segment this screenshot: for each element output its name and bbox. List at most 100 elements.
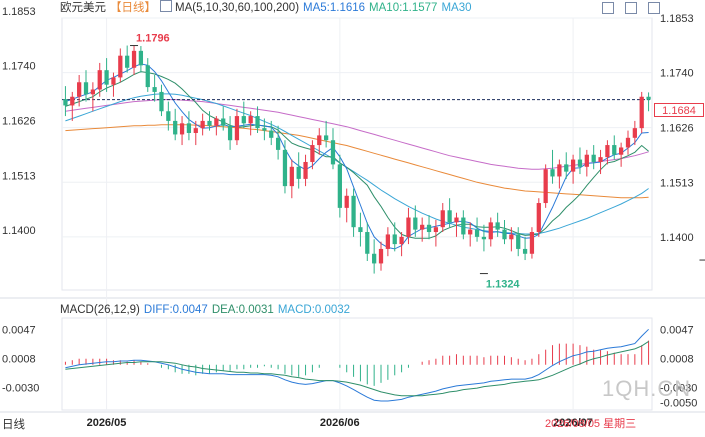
candle-body bbox=[131, 50, 137, 68]
y-tick-right: 1.1853 bbox=[660, 13, 694, 25]
candle-body bbox=[83, 82, 89, 95]
settings-toolbar-icon[interactable] bbox=[648, 2, 660, 14]
y-tick-left: 1.1513 bbox=[2, 170, 36, 182]
y-tick-left: 1.1853 bbox=[2, 6, 36, 18]
candle-body bbox=[234, 116, 240, 141]
macd-tick-right: -0.0030 bbox=[660, 382, 697, 394]
price-pane-frame bbox=[61, 17, 653, 291]
y-tick-right: 1.1626 bbox=[660, 123, 694, 135]
macd-tick-left: 0.0008 bbox=[2, 354, 36, 366]
y-tick-right: 1.1513 bbox=[660, 177, 694, 189]
candle-body bbox=[317, 135, 322, 146]
macd-tick-left: -0.0030 bbox=[2, 382, 39, 394]
candle-body bbox=[639, 96, 644, 129]
candle-body bbox=[227, 125, 233, 141]
symbol-label: 欧元美元 bbox=[60, 2, 106, 14]
dea-line bbox=[65, 340, 649, 397]
candle-body bbox=[392, 234, 397, 245]
candle-body bbox=[632, 128, 637, 138]
macd-header: MACD(26,12,9) DIFF:0.0047 DEA:0.0031 MACD:0… bbox=[60, 302, 354, 318]
timeframe-label[interactable]: 日线 bbox=[2, 419, 25, 431]
candle-body bbox=[454, 217, 459, 223]
ma100-line bbox=[65, 124, 649, 199]
candle-body bbox=[118, 55, 123, 78]
ma10-value: MA10:1.1577 bbox=[369, 2, 438, 14]
y-tick-left: 1.1740 bbox=[2, 61, 36, 73]
candle-body bbox=[173, 120, 178, 135]
candle-body bbox=[125, 55, 130, 68]
ma-label: MA(5,10,30,60,100,200) bbox=[175, 2, 300, 14]
candle-body bbox=[598, 157, 603, 162]
candle-body bbox=[495, 222, 500, 230]
candle-body bbox=[214, 118, 219, 126]
macd-tick-right: -0.0050 bbox=[660, 397, 697, 409]
current-price-badge: 1.1684 bbox=[654, 103, 704, 117]
candle-body bbox=[646, 96, 651, 100]
candle-body bbox=[358, 227, 363, 233]
macd-pane-frame bbox=[61, 317, 653, 411]
candle-body bbox=[159, 91, 164, 112]
y-tick-right: 1.1740 bbox=[660, 68, 694, 80]
main-chart-header: 欧元美元 【日线】 MA(5,10,30,60,100,200) MA5:1.1616… bbox=[60, 0, 476, 16]
candle-body bbox=[248, 116, 253, 124]
candle-body bbox=[550, 169, 555, 177]
candle-body bbox=[97, 70, 102, 90]
ma10-line bbox=[65, 71, 649, 239]
candle-body bbox=[426, 224, 432, 233]
y-tick-right: 1.1400 bbox=[660, 232, 694, 244]
y-tick-left: 1.1626 bbox=[2, 116, 36, 128]
candle-body bbox=[413, 217, 418, 230]
candle-body bbox=[522, 248, 528, 254]
candle-body bbox=[104, 70, 109, 85]
annotation-label: 1.1324 bbox=[486, 279, 521, 291]
period-label[interactable]: 【日线】 bbox=[110, 2, 156, 14]
x-tick-label: 2026/06 bbox=[320, 417, 360, 429]
candle-body bbox=[564, 164, 569, 172]
indicator-icon[interactable] bbox=[160, 0, 172, 12]
candle-body bbox=[378, 248, 384, 264]
candle-body bbox=[474, 229, 480, 237]
candle-body bbox=[420, 224, 425, 230]
candle-body bbox=[70, 96, 75, 106]
candle-body bbox=[468, 229, 473, 235]
candle-body bbox=[461, 217, 466, 235]
diff-value: DIFF:0.0047 bbox=[143, 304, 208, 316]
candle-body bbox=[372, 253, 377, 264]
candle-body bbox=[619, 147, 624, 155]
annotation-label: 1.1796 bbox=[136, 33, 170, 45]
x-tick-label: 2026/07 bbox=[553, 417, 593, 429]
candle-body bbox=[447, 210, 452, 223]
x-tick-label: 2026/05 bbox=[87, 417, 127, 429]
candle-body bbox=[502, 229, 507, 240]
candle-body bbox=[166, 111, 171, 121]
candle-body bbox=[612, 145, 617, 155]
expand-toolbar-icon[interactable] bbox=[625, 2, 637, 14]
candle-body bbox=[344, 195, 349, 208]
candle-body bbox=[591, 154, 596, 162]
ma60-line bbox=[65, 99, 649, 170]
candle-body bbox=[241, 116, 246, 124]
candle-body bbox=[399, 236, 404, 245]
candle-body bbox=[577, 159, 583, 167]
candle-body bbox=[529, 232, 535, 254]
grid-toolbar-icon[interactable] bbox=[602, 2, 614, 14]
candle-body bbox=[324, 135, 329, 141]
candle-body bbox=[282, 149, 288, 187]
candle-body bbox=[186, 123, 192, 133]
candle-body bbox=[516, 234, 521, 249]
candle-body bbox=[207, 120, 212, 126]
candle-body bbox=[625, 137, 631, 148]
macd-tick-right: 0.0047 bbox=[660, 324, 694, 336]
diff-line bbox=[65, 328, 649, 402]
candle-body bbox=[536, 203, 541, 233]
candle-body bbox=[310, 145, 315, 162]
candle-body bbox=[296, 166, 301, 179]
y-tick-left: 1.1400 bbox=[2, 225, 36, 237]
macd-tick-right: 0.0008 bbox=[660, 354, 694, 366]
candle-body bbox=[138, 50, 144, 66]
candle-body bbox=[145, 65, 150, 88]
candle-body bbox=[481, 236, 487, 240]
ma5-line bbox=[65, 63, 649, 250]
candle-body bbox=[584, 154, 589, 167]
